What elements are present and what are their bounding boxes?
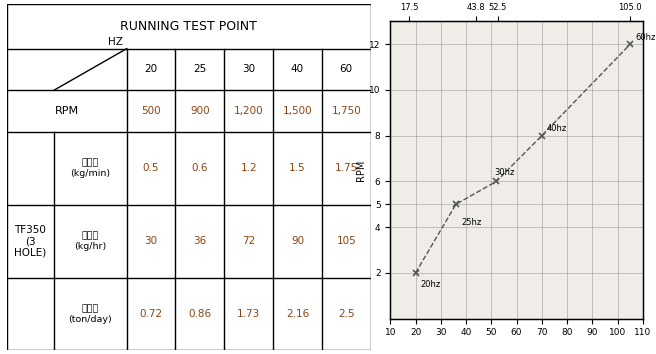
Text: 105: 105 [337,236,356,246]
Text: 1.2: 1.2 [240,163,257,173]
Text: 25: 25 [194,64,207,74]
Text: 30: 30 [242,64,255,74]
Text: 25hz: 25hz [461,218,482,227]
Text: 90: 90 [291,236,304,246]
Text: 1.73: 1.73 [237,309,260,319]
Text: 배출량
(ton/day): 배출량 (ton/day) [68,304,112,324]
Text: HZ: HZ [108,37,123,47]
Text: 500: 500 [141,106,161,116]
Text: 36: 36 [194,236,207,246]
Text: 0.72: 0.72 [140,309,163,319]
Text: 1.5: 1.5 [289,163,306,173]
Text: 0.5: 0.5 [143,163,159,173]
Text: 0.86: 0.86 [188,309,211,319]
Text: 0.6: 0.6 [192,163,208,173]
Text: 40hz: 40hz [547,124,567,133]
Text: 배출량
(kg/hr): 배출량 (kg/hr) [74,232,106,251]
Text: 60hz: 60hz [635,33,656,42]
Text: RUNNING TEST POINT: RUNNING TEST POINT [120,19,257,33]
Text: 1,200: 1,200 [234,106,264,116]
Text: 1,750: 1,750 [331,106,361,116]
Text: 72: 72 [242,236,255,246]
Text: TF350
(3
HOLE): TF350 (3 HOLE) [14,224,47,258]
Text: 20hz: 20hz [420,280,441,289]
Text: 40: 40 [291,64,304,74]
Text: 30: 30 [144,236,157,246]
Text: 2.5: 2.5 [338,309,354,319]
Text: 배출량
(kg/min): 배출량 (kg/min) [70,159,110,178]
Text: 30hz: 30hz [494,168,514,177]
Y-axis label: RPM: RPM [356,159,366,181]
Text: 2.16: 2.16 [286,309,309,319]
Text: RPM: RPM [54,106,79,116]
Text: 900: 900 [190,106,210,116]
Text: 1,500: 1,500 [283,106,312,116]
Text: 1.75: 1.75 [335,163,358,173]
Text: 60: 60 [340,64,353,74]
Text: 20: 20 [144,64,157,74]
